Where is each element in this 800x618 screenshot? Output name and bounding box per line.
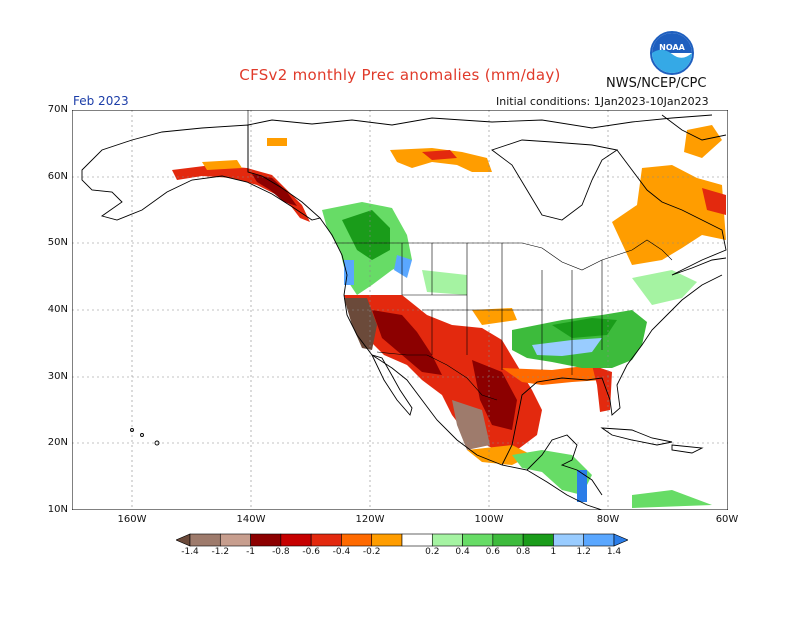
anomaly-gulf-coast-dry [502, 365, 602, 385]
colorbar-segment [522, 533, 554, 547]
lon-label-140w: 140W [236, 514, 266, 525]
colorbar-segment-high-end [613, 533, 628, 547]
anomaly-baffin-dry [684, 125, 722, 158]
colorbar-tick-label: 1.2 [576, 547, 591, 557]
anomaly-plains-light-dry [472, 308, 517, 325]
hawaii-island-3 [154, 440, 160, 446]
colorbar-segment [492, 533, 524, 547]
political-borders [247, 110, 673, 401]
colorbar-tick-label: -0.6 [302, 547, 320, 557]
us-canada-border [334, 239, 673, 271]
arctic-coast [247, 114, 713, 129]
anomaly-labrador-drier [702, 188, 726, 215]
colorbar-tick-label: -0.2 [362, 547, 381, 557]
alaska-coast [81, 124, 321, 221]
colorbar-tick-label: -1 [246, 547, 256, 557]
cuba-coast [600, 427, 673, 446]
colorbar-segment-low-end [176, 533, 191, 547]
anomaly-tennessee-wettest [532, 338, 602, 356]
colorbar-segment [401, 533, 433, 547]
anomaly-nw-canada-light-dry [267, 138, 287, 146]
nova-scotia-coast [671, 257, 727, 276]
colorbar-tick-label: 0.2 [425, 547, 440, 557]
anomaly-central-canada-dry [390, 148, 492, 172]
anomaly-washington-coast-wettest [344, 260, 354, 285]
labrador-coast [616, 149, 727, 276]
yucatan-coast [526, 434, 603, 496]
lat-label-10n: 10N [47, 504, 68, 515]
anomaly-alaska-dry [172, 165, 310, 222]
initial-conditions-label: Initial conditions: 1Jan2023-10Jan2023 [496, 95, 709, 108]
lat-label-60n: 60N [47, 171, 68, 182]
colorbar-segment [583, 533, 615, 547]
anomaly-montana-light-wet [422, 270, 467, 295]
colorbar-tick-label: 0.4 [455, 547, 470, 557]
colorbar-tick-label: 0.8 [515, 547, 531, 557]
lon-label-60w: 60W [715, 514, 739, 525]
lat-label-50n: 50N [47, 237, 68, 248]
lat-label-30n: 30N [47, 371, 68, 382]
anomaly-texas-very-dry [472, 360, 517, 430]
colorbar [176, 533, 628, 547]
hawaii-island-1 [130, 428, 134, 432]
anomaly-idaho-wettest [394, 255, 412, 278]
colorbar-segment [462, 533, 494, 547]
colorbar-tick-label: -1.4 [181, 547, 199, 557]
lat-label-20n: 20N [47, 437, 68, 448]
colorbar-segment [371, 533, 403, 547]
lon-label-100w: 100W [474, 514, 504, 525]
target-month-label: Feb 2023 [73, 94, 129, 108]
anomaly-fields [172, 125, 726, 508]
colorbar-tick-label: -0.4 [332, 547, 351, 557]
lon-label-80w: 80W [596, 514, 620, 525]
noaa-logo-icon: NOAA [650, 31, 694, 75]
anomaly-central-canada-drier [422, 150, 457, 160]
greenland-coast [661, 114, 727, 141]
anomaly-new-england-light-wet [632, 270, 697, 305]
pacific-coast [319, 217, 603, 510]
colorbar-tick-label: -1.2 [211, 547, 230, 557]
baja-coast [371, 354, 413, 416]
anomaly-alaska-light-dry [202, 160, 242, 170]
noaa-logo-text: NOAA [659, 43, 685, 52]
colorbar-tick-label: 1.4 [606, 547, 622, 557]
anomaly-southern-mexico-light-dry [467, 445, 532, 465]
colorbar-segment [341, 533, 373, 547]
lat-label-40n: 40N [47, 304, 68, 315]
organization-label: NWS/NCEP/CPC [606, 76, 707, 91]
colorbar-tick-label: -0.8 [272, 547, 290, 557]
anomaly-pnw-wetter [342, 210, 390, 260]
anomaly-quebec-dry [612, 165, 726, 265]
colorbar-tick-label: 1 [550, 547, 557, 557]
anomaly-southwest-very-dry [372, 310, 442, 375]
anomaly-central-america-wet [512, 450, 592, 495]
lat-label-70n: 70N [47, 104, 68, 115]
colorbar-segment [431, 533, 463, 547]
hudson-bay-coast [491, 139, 619, 221]
gulf-atlantic-coast [501, 274, 723, 466]
colorbar-segment [250, 533, 282, 547]
us-mexico-border [376, 351, 498, 401]
anomaly-ohio-valley-wetter [552, 318, 617, 338]
colorbar-segment [553, 533, 585, 547]
hispaniola-coast [671, 444, 704, 454]
anomaly-south-america-wet [632, 490, 712, 508]
chart-title: CFSv2 monthly Prec anomalies (mm/day) [239, 66, 561, 84]
lon-label-120w: 120W [355, 514, 385, 525]
colorbar-tick-label: 0.6 [485, 547, 500, 557]
hawaii-island-2 [140, 433, 144, 437]
colorbar-segment [219, 533, 251, 547]
colorbar-segment [280, 533, 312, 547]
colorbar-segment [310, 533, 342, 547]
anomaly-central-america-wettest [577, 470, 587, 502]
precip-anomaly-map [72, 110, 728, 510]
colorbar-segment [189, 533, 221, 547]
anomaly-california-extreme-dry [344, 298, 377, 350]
anomaly-mexico-extreme-dry [452, 400, 490, 450]
anomaly-alaska-very-dry [252, 174, 297, 206]
graticule [72, 110, 728, 510]
coastlines [81, 114, 727, 510]
state-borders [401, 243, 603, 375]
lon-label-160w: 160W [117, 514, 147, 525]
